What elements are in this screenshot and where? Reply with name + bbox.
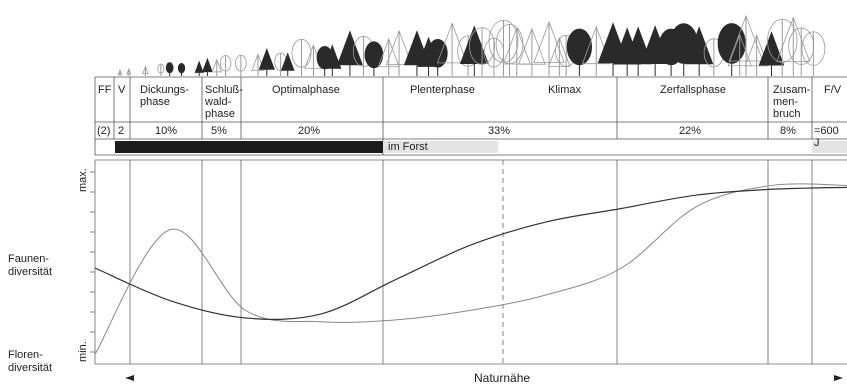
pct-schluss: 5%	[211, 125, 227, 137]
phase-label-optimal: Optimalphase	[272, 84, 340, 96]
conifer-tree	[684, 26, 714, 65]
deciduous-tree	[291, 38, 312, 68]
conifer-tree	[518, 27, 546, 65]
tree-silhouettes-illustration	[117, 14, 826, 76]
conifer-tree	[727, 33, 752, 67]
deciduous-tree	[364, 41, 384, 69]
pct-optimal: 20%	[298, 125, 321, 137]
pct-dickung: 10%	[155, 125, 178, 137]
deciduous-tree	[801, 31, 826, 66]
naturnaehe-arrow	[125, 375, 843, 381]
phase-label-v: V	[118, 84, 126, 96]
deciduous-tree	[767, 18, 798, 63]
phase-label-ff: FF	[98, 84, 112, 96]
pct-zusammen: 8%	[780, 125, 796, 137]
phase-label-schluss: Schluß- wald- phase	[205, 84, 243, 120]
deciduous-tree	[157, 63, 165, 74]
conifer-tree	[548, 36, 571, 67]
deciduous-tree	[219, 55, 232, 72]
series-line-flora	[94, 183, 847, 355]
conifer-tree	[323, 44, 342, 69]
y-ticks	[90, 171, 95, 353]
conifer-tree	[194, 60, 204, 73]
phase-label-plenter: Plenterphase	[410, 84, 475, 96]
conifer-tree	[385, 29, 413, 66]
deciduous-tree	[566, 28, 593, 66]
deciduous-tree	[235, 54, 247, 72]
pct-ff: (2)	[97, 125, 111, 137]
forst-bar-light	[383, 141, 498, 153]
deciduous-tree	[165, 62, 174, 74]
conifer-tree	[336, 30, 363, 66]
y-max-label: max.	[77, 168, 89, 192]
y-min-label: min.	[77, 341, 89, 362]
conifer-tree	[142, 65, 149, 75]
deciduous-tree	[427, 39, 448, 68]
deciduous-tree	[177, 62, 186, 74]
phase-label-klimax: Klimax	[548, 84, 582, 96]
pct-fv: =600 J	[814, 125, 839, 149]
conifer-tree	[251, 53, 265, 72]
flora-label: Floren- diversität	[8, 349, 53, 374]
pct-klimax: 33%	[488, 125, 511, 137]
conifer-tree	[502, 26, 531, 65]
phase-label-fv: F/V	[824, 84, 842, 96]
conifer-tree	[280, 52, 295, 71]
forst-bar-dark	[115, 141, 383, 153]
fv-bar-light	[812, 141, 847, 153]
conifer-tree	[126, 67, 132, 75]
conifer-tree	[581, 25, 611, 65]
conifer-tree	[533, 20, 565, 63]
conifer-tree	[728, 14, 764, 62]
conifer-tree	[211, 58, 222, 73]
phase-label-zusammen: Zusam- men- bruch	[773, 84, 811, 120]
plot-frame	[94, 159, 847, 365]
conifer-tree	[117, 68, 123, 75]
pct-v: 2	[118, 125, 125, 137]
conifer-tree	[744, 34, 769, 67]
deciduous-tree	[469, 27, 496, 65]
series-line-fauna	[94, 186, 847, 320]
conifer-tree	[377, 37, 400, 68]
phase-label-dickung: Dickungs- phase	[140, 84, 189, 108]
conifer-tree	[202, 57, 213, 73]
x-axis-label: Naturnähe	[474, 371, 531, 385]
conifer-tree	[459, 25, 489, 65]
phase-label-zerfall: Zerfallsphase	[660, 84, 727, 96]
conifer-tree	[758, 31, 785, 66]
fauna-label: Faunen- diversität	[8, 253, 53, 278]
pct-zerfall: 22%	[679, 125, 702, 137]
conifer-tree	[258, 48, 275, 70]
deciduous-tree	[717, 23, 746, 64]
forst-label: im Forst	[388, 141, 428, 153]
